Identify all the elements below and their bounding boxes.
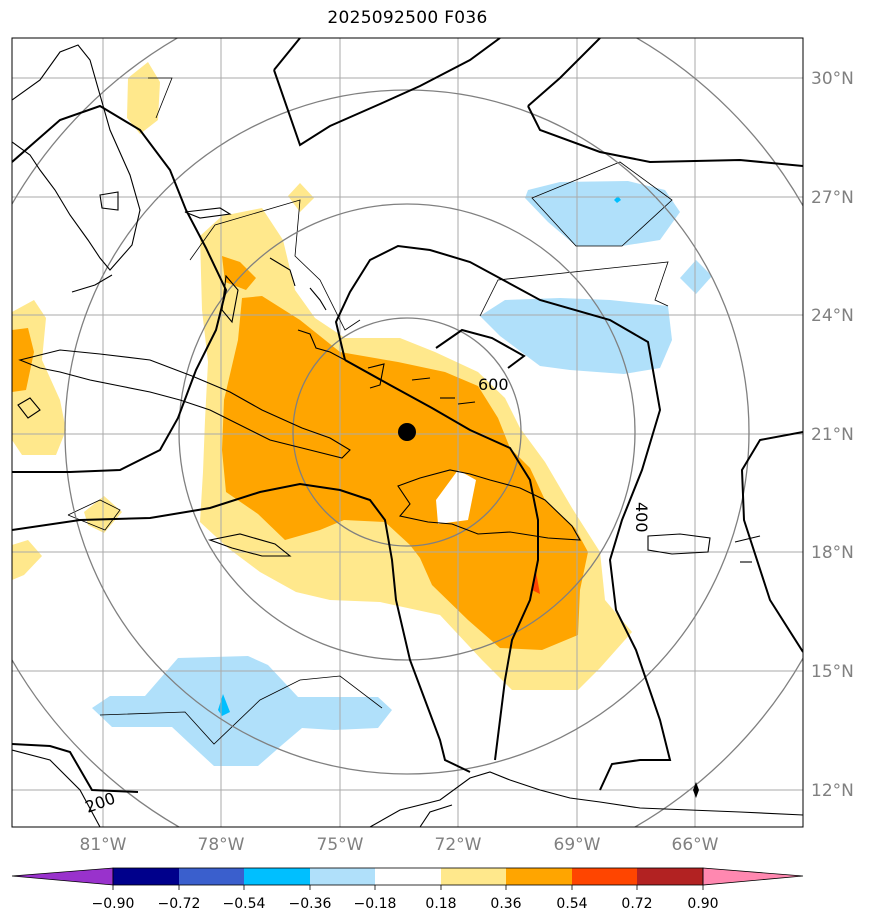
- colorbar-tick-label: −0.36: [289, 896, 332, 912]
- lat-label: 21°N: [811, 425, 854, 445]
- colorbar: −0.90 −0.72 −0.54 −0.36 −0.18 0.18 0.36 …: [11, 867, 804, 912]
- coastlines: [12, 44, 803, 827]
- colorbar-tick-label: 0.90: [687, 896, 718, 912]
- colorbar-segment: [506, 868, 572, 885]
- storm-center-marker[interactable]: [398, 423, 416, 441]
- lon-label: 81°W: [80, 835, 127, 855]
- colorbar-tick-label: 0.18: [425, 896, 456, 912]
- colorbar-tick-label: −0.18: [354, 896, 397, 912]
- colorbar-tick-label: −0.72: [158, 896, 201, 912]
- lat-label: 18°N: [811, 543, 854, 563]
- lat-label: 24°N: [811, 306, 854, 326]
- lat-label: 27°N: [811, 188, 854, 208]
- colorbar-segment: [179, 868, 244, 885]
- shading-layer: [12, 62, 712, 766]
- map-title: 2025092500 F036: [327, 8, 488, 28]
- longitude-labels: 81°W 78°W 75°W 72°W 69°W 66°W: [80, 835, 719, 855]
- lon-label: 78°W: [198, 835, 245, 855]
- colorbar-extend-high: [702, 867, 804, 886]
- colorbar-segment: [572, 868, 637, 885]
- colorbar-segment: [441, 868, 506, 885]
- colorbar-tick-label: 0.36: [490, 896, 521, 912]
- colorbar-tick-label: −0.54: [223, 896, 266, 912]
- colorbar-tick-label: 0.54: [556, 896, 587, 912]
- colorbar-segment: [113, 868, 179, 885]
- colorbar-extend-low: [11, 867, 114, 886]
- lon-label: 75°W: [317, 835, 364, 855]
- positive-shading-orange: [222, 296, 588, 650]
- colorbar-segment: [244, 868, 310, 885]
- colorbar-segment: [375, 868, 441, 885]
- height-contours: [12, 38, 803, 793]
- contour-label-600: 600: [478, 375, 509, 394]
- colorbar-tick-label: −0.90: [92, 896, 135, 912]
- range-rings: [12, 38, 803, 827]
- latitude-labels: 30°N 27°N 24°N 21°N 18°N 15°N 12°N: [811, 69, 854, 801]
- graticule: [12, 38, 803, 827]
- map-frame: [11, 37, 804, 828]
- lon-label: 72°W: [435, 835, 482, 855]
- colorbar-tick-label: 0.72: [621, 896, 652, 912]
- colorbar-segment: [637, 868, 703, 885]
- lon-label: 69°W: [554, 835, 601, 855]
- contour-label-400: 400: [632, 502, 651, 533]
- colorbar-segment: [310, 868, 375, 885]
- lat-label: 15°N: [811, 662, 854, 682]
- lat-label: 30°N: [811, 69, 854, 89]
- lat-label: 12°N: [811, 781, 854, 801]
- lon-label: 66°W: [672, 835, 719, 855]
- map-area[interactable]: [0, 0, 863, 888]
